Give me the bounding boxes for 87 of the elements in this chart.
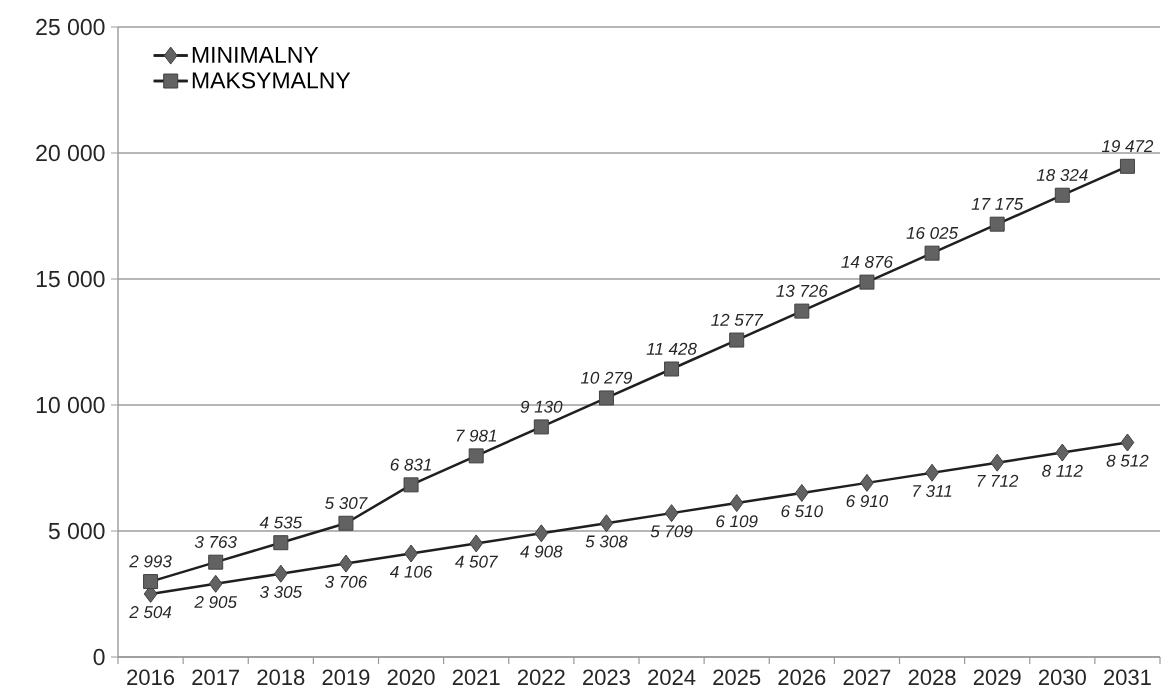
point [729, 332, 745, 348]
data-label: 2 993 [129, 555, 172, 568]
data-label: 7 712 [977, 474, 1019, 487]
point [794, 303, 810, 319]
point [273, 564, 288, 583]
data-label: 5 307 [325, 497, 368, 510]
x-tick-label: 2021 [452, 669, 500, 686]
point [208, 554, 224, 570]
data-label: 3 706 [325, 575, 368, 588]
point [729, 494, 744, 513]
x-tick-label: 2016 [127, 669, 175, 686]
point [664, 504, 679, 523]
x-tick-label: 2024 [648, 669, 696, 686]
point [599, 514, 614, 533]
y-tick-label: 0 [93, 648, 105, 666]
data-label: 6 109 [716, 515, 758, 528]
point [924, 245, 940, 261]
data-label: 4 908 [520, 545, 563, 558]
x-tick-label: 2027 [843, 669, 891, 686]
data-label: 6 910 [846, 495, 889, 508]
point [1054, 187, 1070, 203]
x-tick-label: 2031 [1104, 669, 1151, 686]
data-label: 18 324 [1036, 168, 1088, 182]
point [339, 554, 353, 573]
point [925, 463, 939, 482]
x-tick-label: 2028 [908, 669, 956, 686]
x-tick-label: 2025 [713, 669, 761, 686]
data-label: 17 175 [971, 198, 1024, 210]
point [338, 515, 354, 531]
point [143, 574, 159, 590]
x-tick-label: 2017 [192, 669, 240, 686]
data-label: 9 130 [520, 400, 563, 413]
point [1119, 158, 1135, 174]
point [469, 534, 484, 553]
x-tick-label: 2023 [583, 669, 630, 686]
point [860, 473, 874, 492]
point [534, 524, 549, 543]
y-tick-label: 15 000 [36, 270, 105, 288]
x-tick-label: 2030 [1038, 669, 1086, 686]
x-tick-label: 2019 [322, 669, 370, 686]
y-tick-label: 20 000 [36, 144, 105, 162]
x-tick-label: 2018 [257, 669, 305, 686]
point [533, 419, 549, 435]
data-label: 7 981 [456, 429, 496, 442]
data-label: 5 709 [650, 525, 693, 538]
point [273, 535, 289, 551]
data-label: 10 279 [580, 371, 633, 384]
data-label: 3 305 [259, 585, 303, 598]
y-tick-label: 5 000 [48, 522, 105, 540]
data-label: 7 311 [913, 484, 952, 497]
x-tick-label: 2026 [778, 669, 826, 686]
data-label: 5 308 [585, 535, 628, 548]
data-label: 2 504 [129, 606, 172, 619]
point [1055, 443, 1070, 462]
x-tick-label: 2020 [387, 669, 435, 686]
point [794, 483, 809, 502]
x-tick-label: 2022 [517, 669, 565, 686]
data-label: 4 507 [455, 555, 498, 568]
point [989, 216, 1005, 232]
point [990, 453, 1005, 472]
data-label: 4 535 [259, 516, 303, 529]
legend-label: MAKSYMALNY [192, 72, 351, 89]
data-label: 14 876 [841, 255, 893, 268]
data-label: 4 106 [389, 565, 433, 578]
x-tick-label: 2029 [973, 669, 1021, 686]
data-label: 13 726 [776, 284, 828, 297]
point [859, 274, 875, 290]
point [664, 361, 680, 377]
data-label: 11 428 [646, 342, 697, 355]
y-tick-label: 25 000 [36, 18, 105, 36]
data-label: 8 112 [1042, 464, 1083, 477]
point [404, 544, 418, 563]
data-label: 3 763 [194, 535, 237, 548]
y-tick-label: 10 000 [36, 396, 105, 414]
point [468, 448, 484, 464]
point [403, 477, 419, 493]
data-label: 16 025 [906, 226, 959, 239]
data-label: 2 905 [194, 595, 237, 609]
data-label: 6 510 [781, 505, 823, 518]
data-label: 19 472 [1101, 140, 1154, 153]
legend-label: MINIMALNY [192, 46, 319, 63]
data-label: 12 577 [711, 313, 764, 326]
point [208, 574, 223, 593]
data-label: 6 831 [390, 458, 431, 471]
point [1120, 433, 1135, 452]
point [598, 390, 614, 406]
data-label: 8 512 [1106, 454, 1149, 467]
